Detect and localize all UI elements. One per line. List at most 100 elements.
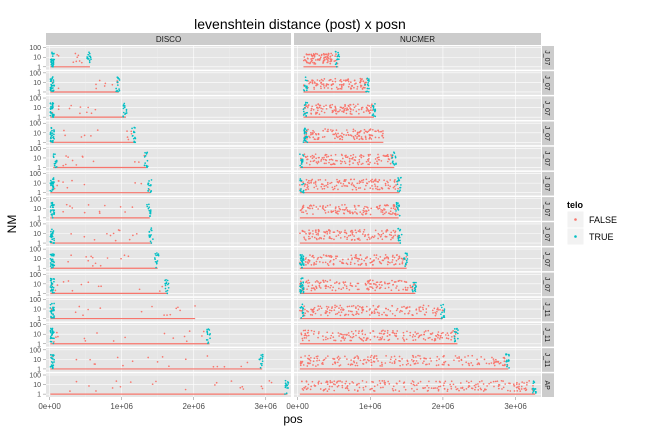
- point-false: [384, 381, 386, 384]
- point-false: [53, 340, 55, 343]
- point-false: [312, 311, 315, 314]
- point-false: [338, 287, 340, 290]
- point-true: [304, 76, 307, 79]
- point-false: [377, 306, 379, 308]
- point-false: [307, 262, 309, 265]
- point-false: [333, 339, 335, 342]
- point-false: [435, 364, 438, 367]
- point-true: [508, 354, 510, 357]
- point-false: [370, 358, 373, 361]
- point-false: [340, 80, 343, 83]
- point-false: [346, 131, 349, 134]
- panel-background: [46, 197, 291, 221]
- point-false: [124, 211, 126, 213]
- point-false: [333, 361, 336, 364]
- point-false: [303, 185, 306, 187]
- point-false: [441, 336, 444, 339]
- point-false: [330, 106, 333, 109]
- point-false: [424, 313, 426, 316]
- point-false: [453, 359, 455, 362]
- point-false: [365, 110, 368, 112]
- point-false: [442, 355, 445, 358]
- point-false: [334, 306, 336, 309]
- point-false: [383, 212, 386, 215]
- row-strip-label: J_07: [543, 252, 550, 267]
- point-false: [343, 160, 346, 163]
- point-false: [103, 85, 106, 87]
- point-true: [399, 242, 402, 244]
- point-false: [391, 279, 393, 282]
- point-false: [320, 160, 322, 162]
- point-false: [329, 337, 332, 339]
- point-false: [342, 208, 344, 211]
- point-true: [374, 110, 376, 113]
- point-false: [394, 389, 397, 391]
- point-false: [470, 380, 473, 383]
- point-false: [366, 104, 369, 107]
- point-false: [389, 185, 391, 188]
- point-false: [299, 364, 302, 367]
- point-false: [175, 307, 178, 310]
- point-false: [358, 237, 360, 240]
- point-false: [326, 355, 329, 357]
- point-false: [339, 332, 342, 335]
- facet-panel-nucmer-4: [294, 121, 541, 146]
- point-false: [120, 257, 122, 260]
- point-true: [88, 61, 91, 64]
- point-true: [49, 139, 52, 142]
- point-false: [130, 130, 133, 133]
- point-true: [50, 266, 53, 269]
- point-false: [371, 185, 373, 187]
- point-false: [337, 110, 339, 113]
- point-false: [494, 358, 497, 361]
- point-false: [311, 309, 314, 312]
- facet-panel-nucmer-10: [294, 272, 541, 297]
- point-false: [396, 285, 398, 287]
- point-true: [534, 392, 537, 394]
- point-false: [301, 207, 304, 210]
- point-false: [351, 257, 353, 260]
- point-false: [385, 229, 388, 232]
- point-true: [50, 137, 52, 140]
- point-false: [328, 53, 330, 55]
- point-true: [441, 311, 443, 314]
- point-false: [325, 184, 327, 187]
- x-tick-label: 2e+06: [432, 402, 455, 411]
- point-false: [422, 387, 425, 390]
- point-true: [50, 127, 53, 130]
- point-false: [70, 233, 72, 235]
- point-false: [318, 331, 320, 333]
- point-false: [112, 232, 115, 235]
- point-false: [321, 136, 324, 139]
- point-false: [147, 356, 150, 359]
- point-false: [387, 260, 389, 263]
- point-false: [417, 362, 419, 364]
- point-false: [328, 388, 330, 391]
- point-false: [344, 337, 347, 340]
- point-false: [427, 386, 430, 389]
- point-false: [376, 336, 379, 338]
- point-false: [329, 58, 332, 61]
- point-true: [49, 179, 52, 182]
- y-tick-label: 1: [37, 241, 41, 248]
- point-false: [333, 187, 336, 190]
- point-false: [397, 187, 399, 190]
- point-false: [383, 380, 386, 382]
- point-true: [116, 84, 119, 86]
- point-false: [373, 235, 376, 237]
- point-true: [150, 229, 153, 232]
- point-false: [337, 181, 340, 184]
- point-false: [356, 389, 359, 392]
- point-false: [360, 80, 362, 83]
- point-true: [304, 101, 307, 104]
- point-false: [330, 284, 332, 287]
- point-false: [493, 360, 495, 362]
- point-false: [358, 180, 361, 182]
- point-false: [450, 387, 453, 390]
- point-false: [382, 130, 384, 132]
- point-false: [417, 332, 419, 335]
- point-false: [494, 380, 497, 383]
- point-true: [396, 206, 399, 209]
- y-tick-label: 1: [37, 392, 41, 399]
- point-true: [54, 166, 57, 169]
